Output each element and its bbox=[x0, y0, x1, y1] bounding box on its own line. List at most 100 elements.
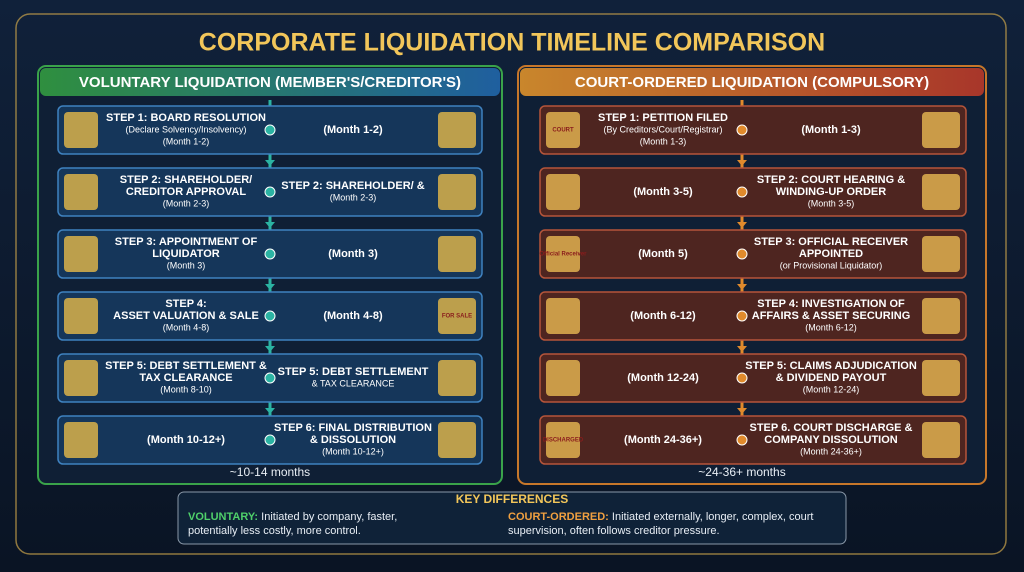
step-text: (Month 5) bbox=[638, 248, 688, 260]
step-row bbox=[539, 353, 967, 403]
icon bbox=[64, 360, 98, 396]
icon bbox=[438, 112, 476, 148]
key-title: KEY DIFFERENCES bbox=[456, 492, 568, 506]
key-court: COURT-ORDERED: Initiated externally, lon… bbox=[508, 510, 838, 538]
step-text: STEP 5: DEBT SETTLEMENT bbox=[278, 366, 429, 378]
step-text: STEP 1: PETITION FILED bbox=[598, 112, 728, 124]
step-text: (Declare Solvency/Insolvency) bbox=[125, 124, 246, 134]
step-text: STEP 1: BOARD RESOLUTION bbox=[106, 112, 266, 124]
icon bbox=[922, 236, 960, 272]
timeline-node bbox=[736, 248, 748, 260]
step-text: STEP 4: bbox=[165, 298, 206, 310]
step-text: (Month 4-8) bbox=[323, 310, 383, 322]
step-text: (Month 24-36+) bbox=[800, 446, 862, 456]
icon bbox=[438, 360, 476, 396]
step-text: COMPANY DISSOLUTION bbox=[764, 434, 897, 446]
icon-label: Official Receiver bbox=[539, 252, 587, 258]
icon bbox=[546, 236, 580, 272]
step-text: & DIVIDEND PAYOUT bbox=[776, 372, 887, 384]
step-text: (Month 12-24) bbox=[803, 384, 860, 394]
panel-header bbox=[520, 68, 984, 96]
timeline-node bbox=[736, 124, 748, 136]
step-row bbox=[539, 229, 967, 279]
total-duration: ~24-36+ months bbox=[698, 465, 785, 479]
step-text: (Month 12-24) bbox=[627, 372, 699, 384]
step-text: (Month 3-5) bbox=[633, 186, 693, 198]
timeline-node bbox=[264, 372, 276, 384]
step-text: (By Creditors/Court/Registrar) bbox=[603, 124, 722, 134]
step-text: STEP 5: DEBT SETTLEMENT & bbox=[105, 360, 267, 372]
step-text: (Month 3-5) bbox=[808, 198, 855, 208]
icon bbox=[922, 360, 960, 396]
timeline-node bbox=[264, 186, 276, 198]
timeline-arrow bbox=[737, 222, 747, 228]
key-text: Initiated externally, longer, complex, c… bbox=[508, 511, 814, 537]
icon bbox=[64, 174, 98, 210]
step-text: STEP 2: SHAREHOLDER/ bbox=[120, 174, 252, 186]
key-voluntary: VOLUNTARY: Initiated by company, faster,… bbox=[188, 510, 438, 538]
step-text: CREDITOR APPROVAL bbox=[126, 186, 246, 198]
icon bbox=[922, 422, 960, 458]
timeline-node bbox=[264, 124, 276, 136]
step-text: (Month 3) bbox=[328, 248, 378, 260]
step-text: STEP 6: FINAL DISTRIBUTION bbox=[274, 422, 432, 434]
step-text: STEP 5: CLAIMS ADJUDICATION bbox=[745, 360, 917, 372]
step-text: STEP 6. COURT DISCHARGE & bbox=[750, 422, 913, 434]
step-text: (Month 10-12+) bbox=[322, 446, 384, 456]
timeline-node bbox=[264, 434, 276, 446]
icon bbox=[64, 298, 98, 334]
icon bbox=[922, 112, 960, 148]
icon bbox=[546, 360, 580, 396]
icon bbox=[546, 422, 580, 458]
step-text: STEP 3: APPOINTMENT OF bbox=[115, 236, 258, 248]
icon bbox=[546, 112, 580, 148]
icon bbox=[64, 422, 98, 458]
step-text: & TAX CLEARANCE bbox=[312, 378, 395, 388]
step-text: (Month 8-10) bbox=[160, 384, 212, 394]
step-text: (Month 1-2) bbox=[323, 124, 383, 136]
step-text: (Month 6-12) bbox=[805, 322, 857, 332]
step-row bbox=[539, 291, 967, 341]
step-text: STEP 2: COURT HEARING & bbox=[757, 174, 905, 186]
title: CORPORATE LIQUIDATION TIMELINE COMPARISO… bbox=[199, 29, 825, 57]
panel-header-text: VOLUNTARY LIQUIDATION (MEMBER'S/CREDITOR… bbox=[79, 74, 461, 91]
step-row bbox=[539, 105, 967, 155]
step-text: (Month 4-8) bbox=[163, 322, 210, 332]
step-text: (Month 6-12) bbox=[630, 310, 696, 322]
timeline-node bbox=[264, 310, 276, 322]
total-duration: ~10-14 months bbox=[230, 465, 310, 479]
step-text: (Month 3) bbox=[167, 260, 206, 270]
timeline-arrow bbox=[737, 160, 747, 166]
key-label: VOLUNTARY: bbox=[188, 511, 259, 523]
icon bbox=[922, 298, 960, 334]
timeline-arrow bbox=[265, 284, 275, 290]
step-row bbox=[539, 415, 967, 465]
step-text: LIQUIDATOR bbox=[152, 248, 219, 260]
icon bbox=[438, 236, 476, 272]
step-text: STEP 3: OFFICIAL RECEIVER bbox=[754, 236, 908, 248]
icon bbox=[438, 298, 476, 334]
icon bbox=[546, 298, 580, 334]
timeline-node bbox=[736, 186, 748, 198]
icon bbox=[922, 174, 960, 210]
icon bbox=[64, 236, 98, 272]
step-text: (Month 1-3) bbox=[801, 124, 861, 136]
icon-label: FOR SALE bbox=[442, 314, 472, 320]
timeline-arrow bbox=[265, 160, 275, 166]
timeline-arrow bbox=[265, 222, 275, 228]
step-text: APPOINTED bbox=[799, 248, 863, 260]
icon bbox=[438, 422, 476, 458]
step-text: STEP 4: INVESTIGATION OF bbox=[757, 298, 905, 310]
step-text: (Month 2-3) bbox=[163, 198, 210, 208]
step-text: (or Provisional Liquidator) bbox=[780, 260, 883, 270]
icon-label: DISCHARGED bbox=[543, 438, 584, 444]
step-text: (Month 1-3) bbox=[640, 136, 687, 146]
step-text: ASSET VALUATION & SALE bbox=[113, 310, 259, 322]
panel-header-text: COURT-ORDERED LIQUIDATION (COMPULSORY) bbox=[575, 74, 929, 91]
step-text: & DISSOLUTION bbox=[310, 434, 396, 446]
panel-header bbox=[40, 68, 500, 96]
step-text: (Month 10-12+) bbox=[147, 434, 225, 446]
timeline-arrow bbox=[265, 346, 275, 352]
timeline-node bbox=[736, 372, 748, 384]
